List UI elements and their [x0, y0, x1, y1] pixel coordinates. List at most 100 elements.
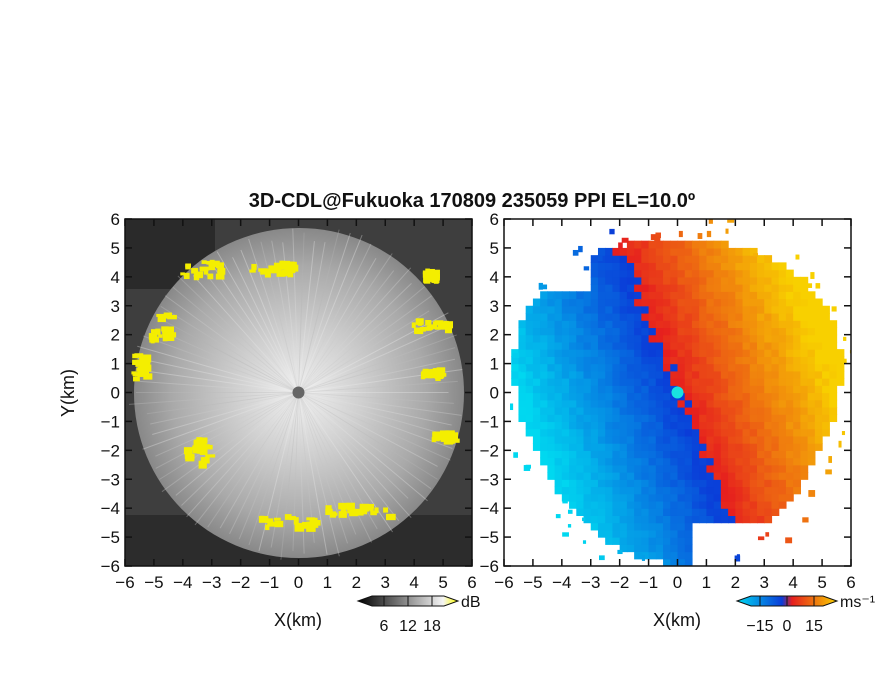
velocity-cell	[576, 464, 585, 473]
velocity-cell	[677, 276, 686, 285]
velocity-cell	[670, 240, 679, 249]
velocity-speckle-pixel	[512, 352, 520, 359]
velocity-cell	[619, 305, 628, 314]
velocity-cell	[605, 284, 614, 292]
velocity-cell	[597, 392, 606, 401]
velocity-cell	[532, 334, 541, 343]
velocity-cell	[785, 298, 794, 307]
velocity-cell	[540, 385, 548, 394]
velocity-cell	[735, 262, 744, 271]
velocity-cell	[605, 500, 614, 509]
velocity-speckle-pixel	[597, 255, 603, 262]
x-tick-label: 4	[409, 573, 418, 592]
velocity-cell	[648, 479, 657, 488]
velocity-cell	[720, 320, 729, 329]
velocity-cell	[525, 406, 534, 415]
velocity-cell	[785, 399, 794, 408]
velocity-cell	[612, 334, 621, 343]
reflectivity-streak	[298, 258, 377, 393]
velocity-cell	[785, 428, 794, 437]
velocity-cell	[626, 537, 635, 545]
velocity-cell	[771, 269, 780, 278]
velocity-cell	[663, 385, 671, 394]
velocity-speckle-pixel	[621, 237, 629, 243]
velocity-cell	[713, 414, 722, 423]
velocity-cell	[749, 435, 758, 444]
velocity-cell	[764, 450, 773, 459]
velocity-cell	[612, 291, 621, 300]
velocity-cell	[525, 312, 534, 321]
velocity-cell	[569, 305, 577, 314]
velocity-cell	[728, 479, 736, 488]
velocity-cell	[749, 414, 758, 423]
velocity-cell	[800, 450, 809, 459]
velocity-cell	[720, 269, 729, 278]
velocity-cell	[554, 363, 563, 372]
velocity-cell	[626, 247, 635, 256]
y-tick-label: −5	[101, 528, 120, 547]
velocity-cell	[561, 320, 570, 329]
velocity-cell	[771, 443, 780, 451]
velocity-cell	[583, 457, 592, 466]
velocity-cell	[677, 284, 686, 292]
velocity-cell	[757, 479, 765, 488]
velocity-cell	[612, 428, 621, 437]
velocity-cell	[677, 406, 686, 415]
velocity-cell	[569, 479, 577, 488]
velocity-cell	[648, 312, 657, 321]
velocity-cell	[706, 276, 715, 285]
colorbar-tick-label: 0	[783, 618, 792, 635]
velocity-cell	[634, 240, 642, 249]
velocity-cell	[547, 443, 556, 451]
velocity-cell	[634, 472, 642, 480]
velocity-cell	[569, 443, 577, 451]
velocity-speckle-pixel	[562, 500, 568, 504]
velocity-cell	[793, 392, 801, 401]
velocity-cell	[619, 356, 628, 365]
reflectivity-streak	[298, 392, 452, 426]
velocity-cell	[742, 421, 751, 430]
high-reflectivity-pixel	[284, 514, 292, 520]
velocity-cell	[612, 537, 621, 545]
velocity-cell	[626, 276, 635, 285]
velocity-cell	[663, 551, 671, 560]
velocity-cell	[699, 500, 708, 509]
velocity-cell	[569, 327, 577, 336]
velocity-cell	[735, 385, 744, 394]
velocity-cell	[561, 493, 570, 502]
reflectivity-streak	[298, 392, 428, 502]
velocity-cell	[619, 472, 628, 480]
x-tick-label: −2	[610, 573, 629, 592]
velocity-cell	[764, 255, 773, 263]
velocity-cell	[800, 406, 809, 415]
high-reflectivity-pixel	[161, 326, 169, 332]
velocity-cell	[822, 349, 830, 357]
velocity-cell	[785, 493, 794, 502]
velocity-cell	[619, 522, 628, 531]
velocity-cell	[648, 508, 657, 516]
reflectivity-streak	[298, 358, 456, 393]
velocity-cell	[540, 370, 548, 379]
velocity-cell	[561, 327, 570, 336]
velocity-cell	[554, 341, 563, 350]
velocity-cell	[663, 349, 671, 357]
velocity-cell	[525, 399, 534, 408]
velocity-cell	[706, 508, 715, 516]
velocity-cell	[735, 515, 744, 524]
velocity-cell	[648, 414, 657, 423]
velocity-cell	[728, 276, 736, 285]
velocity-cell	[626, 472, 635, 480]
velocity-cell	[800, 421, 809, 430]
velocity-cell	[619, 255, 628, 263]
velocity-cell	[597, 508, 606, 516]
velocity-cell	[547, 378, 556, 386]
velocity-speckle-pixel	[838, 440, 842, 448]
velocity-cell	[641, 385, 650, 394]
velocity-cell	[749, 406, 758, 415]
velocity-cell	[699, 493, 708, 502]
reflectivity-colorbar: dB 6 12 18	[356, 594, 481, 635]
velocity-cell	[670, 356, 679, 365]
velocity-cell	[720, 349, 729, 357]
velocity-cell	[742, 435, 751, 444]
velocity-cell	[648, 349, 657, 357]
